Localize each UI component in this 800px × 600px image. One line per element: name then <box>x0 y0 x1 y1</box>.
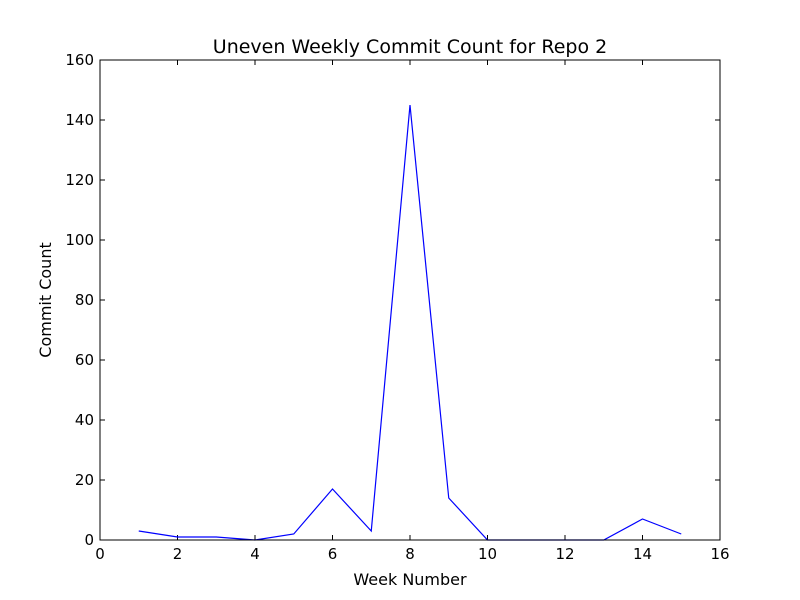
y-tick-label: 120 <box>65 171 94 189</box>
y-tick-label: 20 <box>75 471 94 489</box>
x-tick-label: 2 <box>173 545 183 563</box>
x-tick-label: 4 <box>250 545 260 563</box>
chart-title: Uneven Weekly Commit Count for Repo 2 <box>213 36 607 58</box>
y-tick-label: 140 <box>65 111 94 129</box>
plot-frame <box>99 59 721 541</box>
x-tick-label: 6 <box>328 545 338 563</box>
x-tick-label: 14 <box>633 545 652 563</box>
x-tick-label: 12 <box>555 545 574 563</box>
x-tick-label: 16 <box>710 545 729 563</box>
y-tick-label: 60 <box>75 351 94 369</box>
x-tick-label: 8 <box>405 545 415 563</box>
y-axis-label: Commit Count <box>36 242 55 357</box>
y-tick-label: 40 <box>75 411 94 429</box>
y-tick-label: 100 <box>65 231 94 249</box>
series-line <box>138 104 682 541</box>
y-tick-label: 80 <box>75 291 94 309</box>
x-tick-label: 0 <box>95 545 105 563</box>
y-tick-label: 160 <box>65 51 94 69</box>
y-tick-label: 0 <box>84 531 94 549</box>
x-tick-label: 10 <box>478 545 497 563</box>
x-axis-label: Week Number <box>353 570 467 589</box>
